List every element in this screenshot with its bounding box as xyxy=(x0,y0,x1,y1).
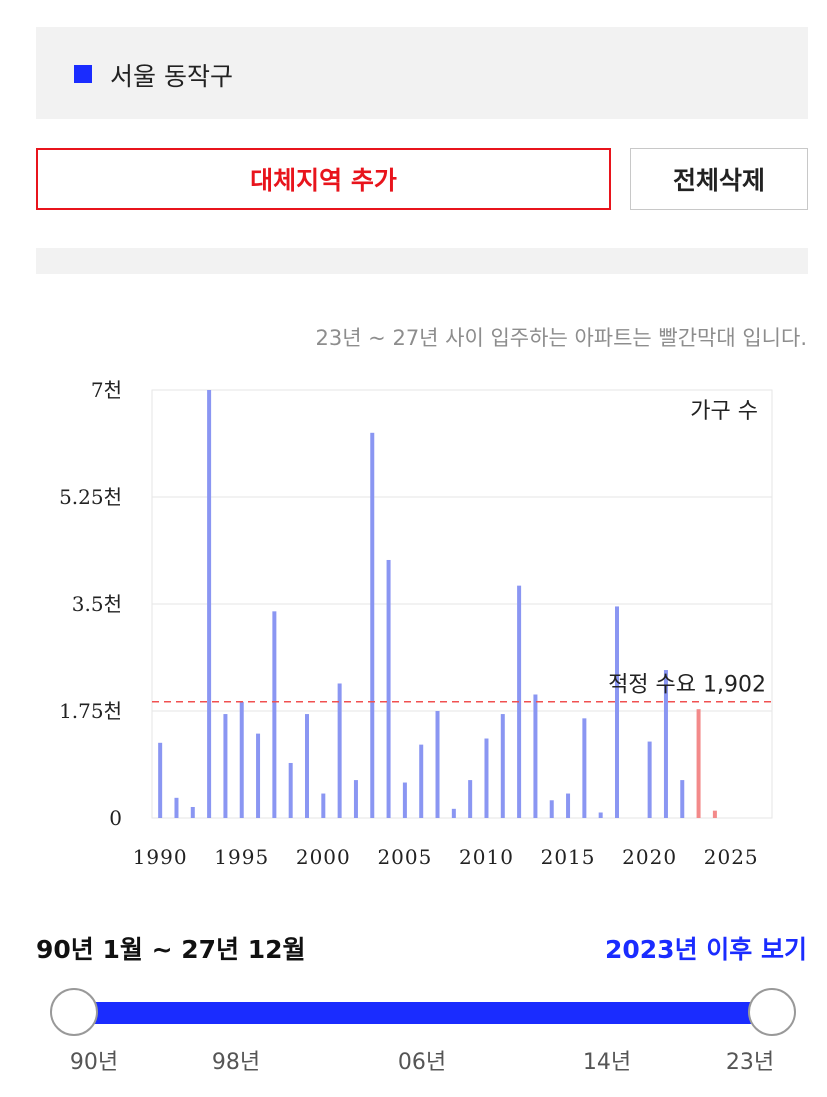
bar-past xyxy=(207,390,212,818)
chart-note: 23년 ~ 27년 사이 입주하는 아파트는 빨간막대 입니다. xyxy=(315,326,807,350)
chart-legend: 가구 수 xyxy=(690,399,758,424)
slider-label-14: 14년 xyxy=(582,1050,632,1075)
bar-past xyxy=(468,780,473,818)
bar-past xyxy=(321,793,326,818)
bar-past xyxy=(500,714,505,818)
x-tick-label: 2025 xyxy=(704,845,759,869)
bar-past xyxy=(435,711,440,818)
add-alternative-region-button[interactable]: 대체지역 추가 xyxy=(36,148,611,210)
bar-past xyxy=(190,806,195,818)
bar-past xyxy=(663,670,668,818)
x-tick-label: 2010 xyxy=(459,845,514,869)
x-tick-label: 2015 xyxy=(541,845,596,869)
bar-past xyxy=(484,738,489,818)
bar-past xyxy=(451,808,456,818)
region-name: 서울 동작구 xyxy=(110,62,233,91)
bar-past xyxy=(582,718,587,818)
bar-past xyxy=(647,741,652,818)
bar-past xyxy=(256,733,261,818)
bar-past xyxy=(272,611,277,818)
view-after-2023-link[interactable]: 2023년 이후 보기 xyxy=(605,935,807,964)
range-slider-start-handle[interactable] xyxy=(50,988,98,1036)
bar-past xyxy=(598,812,603,818)
x-tick-label: 1990 xyxy=(133,845,188,869)
slider-label-98: 98년 xyxy=(211,1050,261,1075)
bar-past xyxy=(549,800,554,818)
x-tick-label: 2005 xyxy=(377,845,432,869)
x-tick-label: 2000 xyxy=(296,845,351,869)
bar-upcoming xyxy=(696,709,701,818)
x-tick-label: 1995 xyxy=(214,845,269,869)
y-tick-label: 7천 xyxy=(91,378,122,402)
supply-bar-chart: 적정 수요 1,902 0 1.75천 3.5천 5.25천 7천 1990 1995 20… xyxy=(59,378,773,869)
bar-past xyxy=(174,797,179,818)
bar-past xyxy=(566,793,571,818)
delete-all-button[interactable]: 전체삭제 xyxy=(630,148,808,210)
date-range-label: 90년 1월 ~ 27년 12월 xyxy=(36,935,306,964)
bar-upcoming xyxy=(712,810,717,818)
bar-past xyxy=(370,432,375,818)
bar-past xyxy=(337,683,342,818)
range-slider-end-handle[interactable] xyxy=(748,988,796,1036)
bar-past xyxy=(158,742,163,818)
bar-past xyxy=(517,585,522,818)
y-tick-label: 5.25천 xyxy=(59,485,122,509)
bar-past xyxy=(419,744,424,818)
x-tick-label: 2020 xyxy=(622,845,677,869)
bar-past xyxy=(305,714,309,818)
bar-past xyxy=(288,762,293,818)
region-color-swatch xyxy=(74,65,92,83)
bar-past xyxy=(680,780,685,818)
bar-past xyxy=(533,694,538,818)
region-card: 서울 동작구 xyxy=(36,27,808,119)
y-tick-label: 0 xyxy=(109,806,122,830)
section-divider xyxy=(36,248,808,274)
bar-past xyxy=(402,782,407,818)
slider-label-23: 23년 xyxy=(725,1050,775,1075)
y-tick-label: 3.5천 xyxy=(72,592,122,616)
y-tick-label: 1.75천 xyxy=(59,699,122,723)
bar-past xyxy=(223,714,228,818)
slider-label-90: 90년 xyxy=(69,1050,119,1075)
slider-label-06: 06년 xyxy=(397,1050,447,1075)
bar-past xyxy=(615,606,619,818)
bar-past xyxy=(386,559,391,818)
bar-past xyxy=(353,780,358,818)
range-slider-track[interactable] xyxy=(74,1002,772,1024)
bar-past xyxy=(239,701,244,818)
demand-line-label: 적정 수요 1,902 xyxy=(608,673,766,698)
